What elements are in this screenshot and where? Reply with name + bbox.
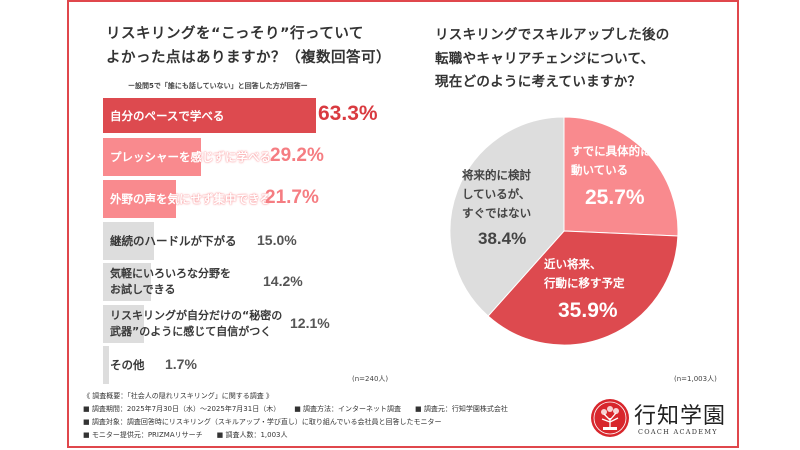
bar-category-label: 外野の声を気にせず集中できる xyxy=(110,191,271,207)
logo-name: 行知学園 xyxy=(634,404,727,429)
pie-chart-sample-size: (n=1,003人) xyxy=(674,375,717,383)
bar-category-label: 自分のペースで学べる xyxy=(110,108,224,124)
pie-slice-label-line: すぐではない xyxy=(462,206,532,220)
pie-slice-label: すでに具体的に 動いている 25.7% xyxy=(571,142,652,210)
bar-chart-sample-size: (n=240人) xyxy=(352,375,389,383)
pie-slice-value: 25.7% xyxy=(585,186,645,209)
pie-slice-label: 近い将来、行動に移す予定 35.9% xyxy=(544,255,625,323)
bar xyxy=(103,98,317,133)
bar-category-label: その他 xyxy=(110,357,145,373)
pie-slice-label-line: 動いている xyxy=(571,163,629,177)
frame-top-border xyxy=(67,0,739,2)
bar-category-label-line: プレッシャーを感じずに学べる xyxy=(110,150,271,164)
bar-value-label: 1.7% xyxy=(165,356,197,373)
pie-slice-label-line: しているが、 xyxy=(462,187,531,201)
bar-chart-title: リスキリングを“こっそり”行っていて よかった点はありますか？（複数回答可） xyxy=(106,22,391,70)
survey-summary-heading: 《 調査概要：「社会人の隠れリスキリング」に関する調査 》 xyxy=(83,392,273,400)
survey-source: ■ 調査元：行知学園株式会社 xyxy=(415,405,508,413)
bar-chart-title-line-1: リスキリングを“こっそり”行っていて xyxy=(106,26,364,42)
pie-slice xyxy=(449,116,565,317)
bar-category-label-line: 気軽にいろいろな分野を xyxy=(110,267,231,280)
bar-category-label-line: その他 xyxy=(110,358,145,372)
bar-value-label: 12.1% xyxy=(290,315,330,332)
bar-category-label-line: 継続のハードルが下がる xyxy=(110,234,237,248)
bar-category-label-line: 武器”のように感じて自信がつく xyxy=(110,325,272,338)
survey-summary-row: ■ モニター提供元：PRIZMAリサーチ ■ 調査人数：1,003人 xyxy=(83,429,522,442)
survey-summary-row: ■ 調査期間：2025年7月30日（水）〜2025年7月31日（木） ■ 調査方法… xyxy=(83,403,522,416)
pie-chart-title-line-2: 転職やキャリアチェンジについて、 xyxy=(435,50,655,67)
bar-category-label: リスキリングが自分だけの“秘密の 武器”のように感じて自信がつく xyxy=(110,308,282,340)
bar xyxy=(103,222,154,260)
bar-category-label-line: 自分のペースで学べる xyxy=(110,108,225,123)
survey-monitor-provider: ■ モニター提供元：PRIZMAリサーチ xyxy=(83,431,203,439)
bar-category-label-line: 外野の声を気にせず集中できる xyxy=(110,192,271,206)
pie-chart-title: リスキリングでスキルアップした後の 転職やキャリアチェンジについて、 現在どのよ… xyxy=(435,24,670,95)
bar-value-label: 15.0% xyxy=(257,232,297,249)
pie-slice-label-line: 将来的に検討 xyxy=(462,168,531,182)
pie-slice-label-line: 近い将来、 xyxy=(544,257,602,271)
bar-value-label: 21.7% xyxy=(265,187,319,209)
pie-chart xyxy=(449,116,679,346)
bar-value-label: 29.2% xyxy=(270,145,324,167)
bar-chart-title-line-2: よかった点はありますか？（複数回答可） xyxy=(106,50,391,66)
pie-slice-value: 38.4% xyxy=(478,229,527,248)
bar-category-label: 気軽にいろいろな分野を お試しできる xyxy=(110,266,231,298)
logo-subtitle: COACH ACADEMY xyxy=(638,428,718,436)
bar-category-label: 継続のハードルが下がる xyxy=(110,233,237,249)
pie-chart-title-line-1: リスキリングでスキルアップした後の xyxy=(435,27,670,43)
survey-summary-row: ■ 調査対象：調査回答時にリスキリング（スキルアップ・学び直し）に取り組んでいる… xyxy=(83,416,522,429)
pie-slice xyxy=(487,230,679,346)
pie-chart-title-line-3: 現在どのように考えていますか？ xyxy=(435,74,642,90)
bar xyxy=(103,180,177,218)
bar xyxy=(103,138,202,176)
survey-period: ■ 調査期間：2025年7月30日（水）〜2025年7月31日（木） xyxy=(83,405,281,413)
bar-chart-subtitle: ー設問5で「誰にも話していない」と回答した方が回答ー xyxy=(128,82,308,90)
bar xyxy=(103,305,144,343)
bar xyxy=(103,263,151,301)
survey-method: ■ 調査方法：インターネット調査 xyxy=(294,405,402,413)
bar xyxy=(103,346,109,384)
tree-emblem-icon xyxy=(591,399,629,437)
pie-slice-label-line: すでに具体的に xyxy=(571,144,652,158)
bar-value-label: 63.3% xyxy=(318,102,378,126)
pie-slice xyxy=(563,116,679,237)
bar-category-label-line: お試しできる xyxy=(110,283,176,296)
pie-slice-label: 将来的に検討 しているが、 すぐではない 38.4% xyxy=(462,166,531,249)
bar-category-label: プレッシャーを感じずに学べる xyxy=(110,149,271,165)
pie-slice-label-line: 行動に移す予定 xyxy=(544,276,625,290)
survey-summary: 《 調査概要：「社会人の隠れリスキリング」に関する調査 》 ■ 調査期間：202… xyxy=(83,390,522,442)
bar-category-label-line: リスキリングが自分だけの“秘密の xyxy=(110,309,283,322)
survey-target: ■ 調査対象：調査回答時にリスキリング（スキルアップ・学び直し）に取り組んでいる… xyxy=(83,418,442,426)
content-frame xyxy=(67,0,739,448)
pie-slice-value: 35.9% xyxy=(558,299,618,322)
survey-count: ■ 調査人数：1,003人 xyxy=(216,431,288,439)
bar-value-label: 14.2% xyxy=(263,273,303,290)
